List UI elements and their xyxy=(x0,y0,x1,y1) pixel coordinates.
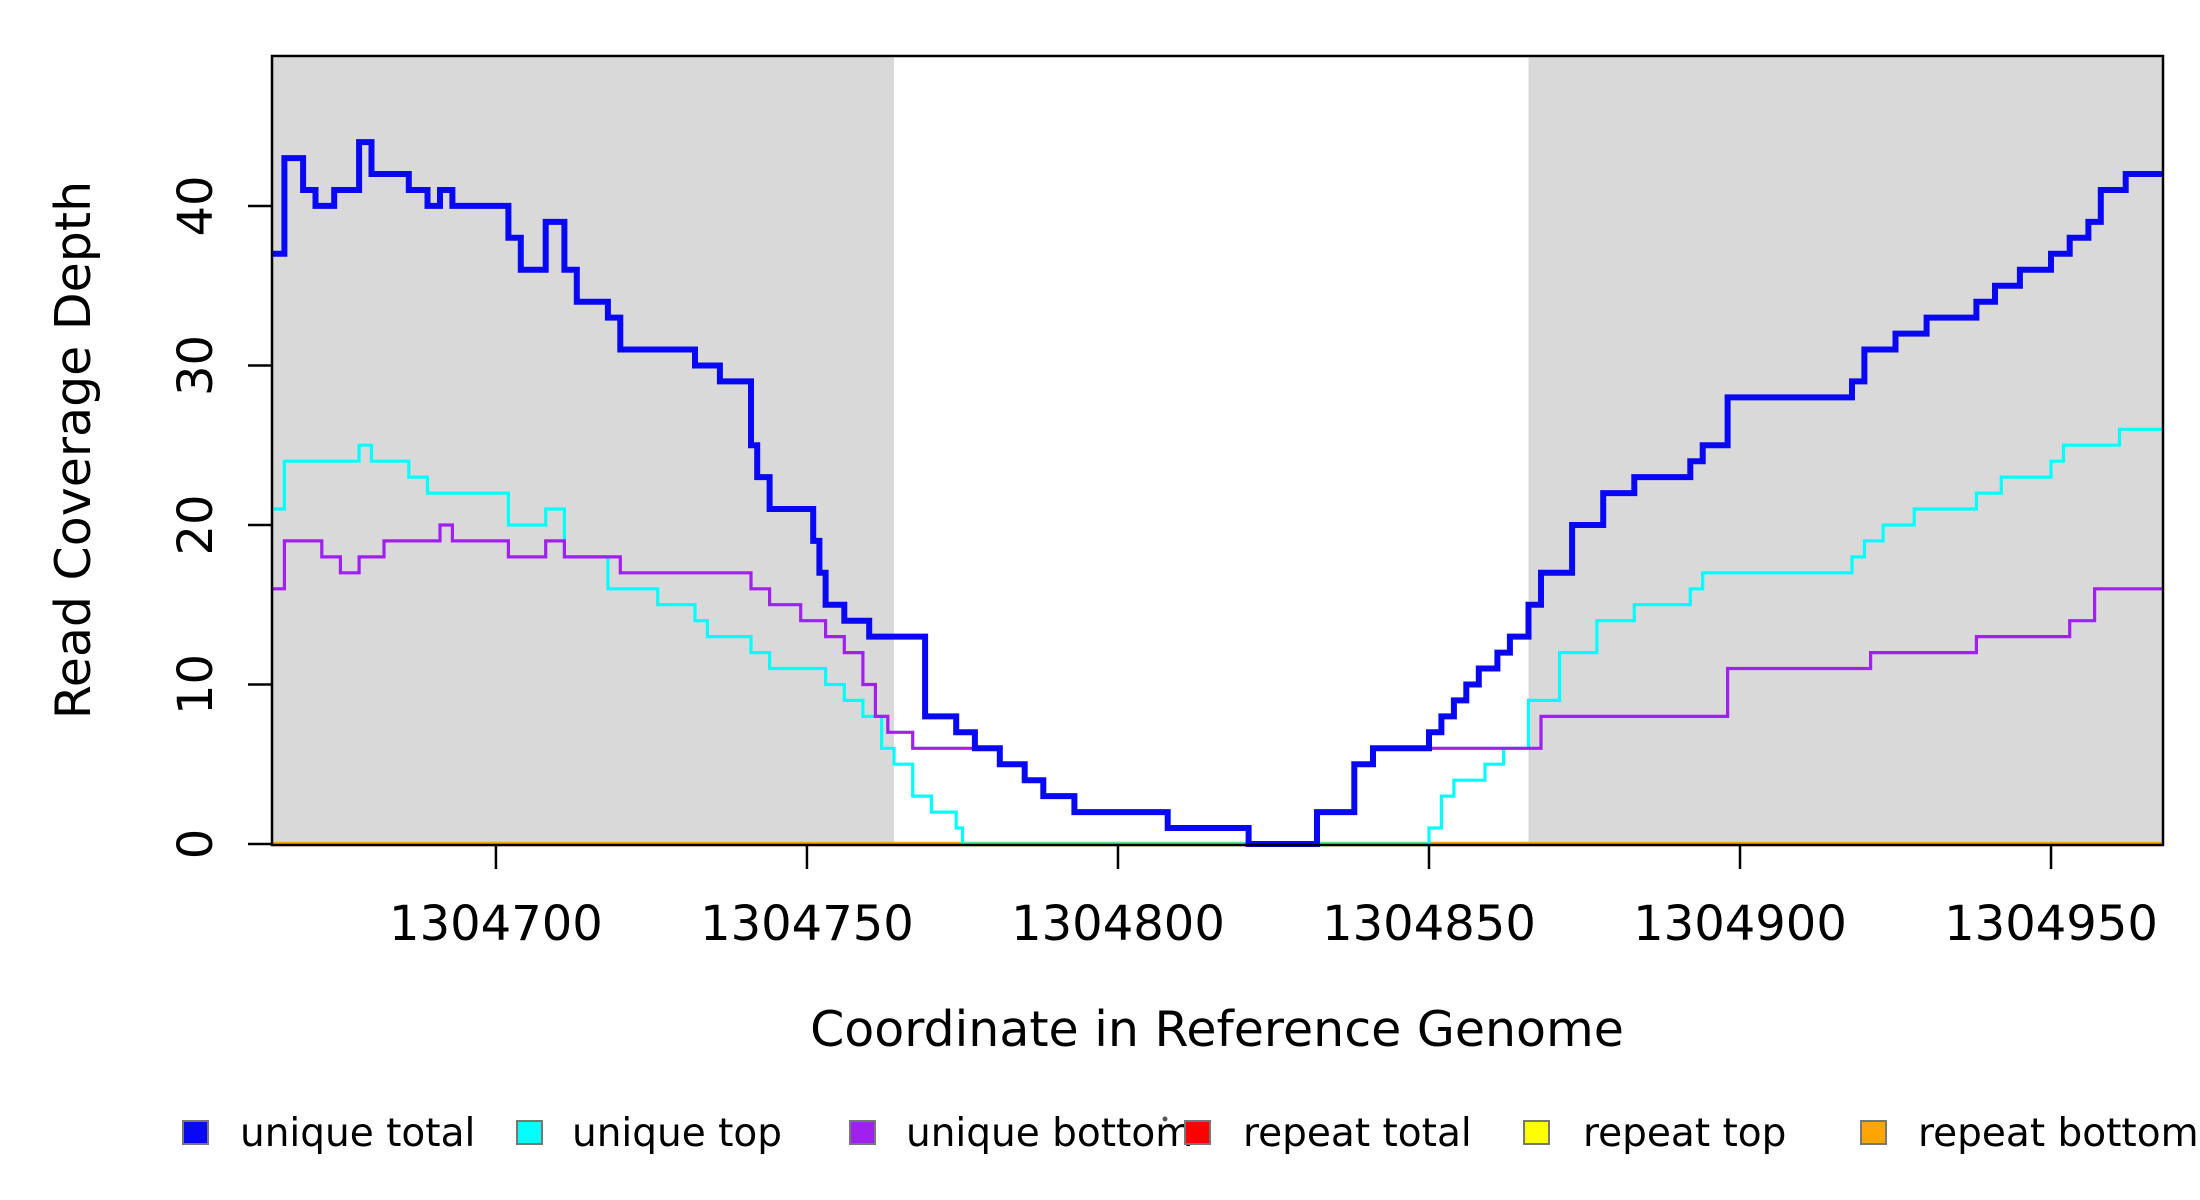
x-tick-label: 1304950 xyxy=(1944,896,2158,952)
series-unique-top xyxy=(272,427,2163,846)
legend-item-unique-bottom: unique bottom xyxy=(849,1111,1193,1156)
y-tick-label: 30 xyxy=(168,335,224,396)
legend-item-unique-top: unique top xyxy=(516,1111,782,1156)
legend-label: unique top xyxy=(572,1111,782,1156)
shaded-regions xyxy=(272,57,2163,844)
legend-key-unique-total xyxy=(182,1120,209,1145)
legend-item-repeat-top: repeat top xyxy=(1523,1111,1786,1156)
legend-label: repeat total xyxy=(1243,1111,1472,1156)
legend-key-unique-top xyxy=(516,1120,543,1145)
legend-item-repeat-total: repeat total xyxy=(1184,1111,1472,1156)
legend-key-repeat-total xyxy=(1184,1120,1211,1145)
y-axis-title: Read Coverage Depth xyxy=(45,181,102,719)
legend-item-unique-total: unique total xyxy=(182,1111,475,1156)
axes: 1304700 1304750 1304800 1304850 1304900 13049… xyxy=(168,175,2158,952)
legend-label: unique total xyxy=(240,1111,475,1156)
y-tick-label: 20 xyxy=(168,494,224,555)
y-tick-label: 0 xyxy=(168,829,224,860)
legend-label: repeat top xyxy=(1583,1111,1786,1156)
stray-dot xyxy=(1162,1116,1168,1122)
legend-label: repeat bottom xyxy=(1918,1111,2199,1156)
legend-label: unique bottom xyxy=(906,1111,1193,1156)
shaded-region-0 xyxy=(272,57,895,844)
x-tick-label: 1304800 xyxy=(1011,896,1225,952)
legend-item-repeat-bottom: repeat bottom xyxy=(1860,1111,2199,1156)
x-tick-label: 1304850 xyxy=(1322,896,1536,952)
x-tick-label: 1304700 xyxy=(389,896,603,952)
legend: unique total unique top unique bottom repea… xyxy=(182,1111,2199,1156)
x-tick-label: 1304750 xyxy=(700,896,914,952)
legend-key-unique-bottom xyxy=(849,1120,876,1145)
series-unique-total xyxy=(272,139,2163,847)
series-unique-bottom xyxy=(272,523,2163,846)
plot-border xyxy=(270,54,2165,847)
x-axis-title: Coordinate in Reference Genome xyxy=(810,1001,1624,1058)
y-tick-label: 10 xyxy=(168,654,224,715)
legend-key-repeat-top xyxy=(1523,1120,1550,1145)
y-tick-label: 40 xyxy=(168,175,224,236)
x-tick-label: 1304900 xyxy=(1633,896,1847,952)
shaded-region-1 xyxy=(1528,57,2163,844)
legend-key-repeat-bottom xyxy=(1860,1120,1887,1145)
